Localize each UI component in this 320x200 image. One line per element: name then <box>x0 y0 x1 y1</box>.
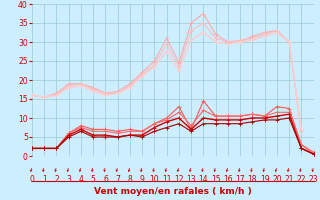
X-axis label: Vent moyen/en rafales ( km/h ): Vent moyen/en rafales ( km/h ) <box>94 187 252 196</box>
